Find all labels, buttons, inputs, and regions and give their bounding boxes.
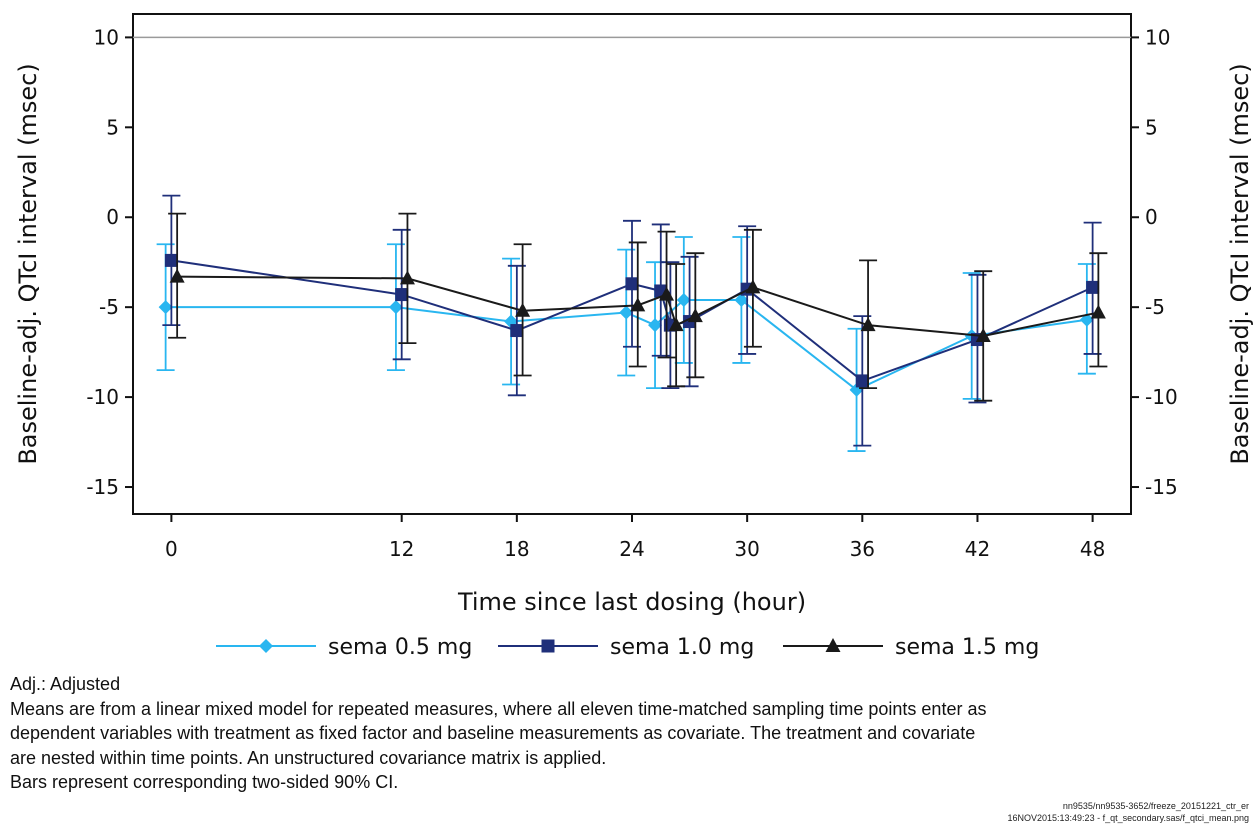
series-3	[168, 212, 1108, 402]
x-axis: 0 12 18 24 30 36 42 48	[165, 514, 1105, 561]
legend-marker	[541, 639, 555, 653]
y-tick-label-right: 5	[1145, 115, 1158, 139]
y-tick-label-right: 10	[1145, 25, 1170, 49]
x-tick-label: 0	[165, 537, 178, 561]
data-point	[659, 286, 675, 301]
legend-label: sema 0.5 mg	[328, 635, 472, 660]
data-point	[395, 288, 409, 302]
y-tick-label-right: -10	[1145, 385, 1178, 409]
data-point	[164, 253, 178, 267]
legend-item-2: sema 1.0 mg	[498, 635, 754, 660]
data-point	[169, 268, 185, 283]
data-point	[510, 324, 524, 338]
y-tick-label-left: 10	[94, 25, 119, 49]
footer-timestamp: 16NOV2015:13:49:23 - f_qt_secondary.sas/…	[1007, 813, 1250, 823]
x-tick-label: 24	[619, 537, 644, 561]
x-tick-label: 42	[965, 537, 990, 561]
data-point	[399, 270, 415, 285]
data-point	[515, 302, 531, 317]
y-tick-label-right: 0	[1145, 205, 1158, 229]
legend-marker	[259, 639, 273, 653]
data-point	[687, 308, 703, 323]
legend-item-1: sema 0.5 mg	[216, 635, 472, 660]
data-point	[975, 327, 991, 342]
qtci-chart: 10 5 0 -5 -10 -15 10 5 0 -5 -10 -15 0 12 18 24 30 36 42 4…	[14, 13, 1254, 660]
footer-path: nn9535/nn9535-3652/freeze_20151221_ctr_e…	[1062, 801, 1249, 811]
data-point	[630, 297, 646, 312]
y-axis-label-left: Baseline-adj. QTcI interval (msec)	[14, 63, 42, 464]
note-line-1: Means are from a linear mixed model for …	[10, 698, 987, 719]
legend: sema 0.5 mg sema 1.0 mg sema 1.5 mg	[216, 635, 1039, 660]
y-tick-label-left: -15	[86, 475, 119, 499]
y-axis-left: 10 5 0 -5 -10 -15	[86, 25, 133, 499]
x-tick-label: 36	[850, 537, 875, 561]
legend-item-3: sema 1.5 mg	[783, 635, 1039, 660]
legend-label: sema 1.0 mg	[610, 635, 754, 660]
y-tick-label-left: -10	[86, 385, 119, 409]
legend-marker	[825, 638, 841, 652]
data-point	[158, 300, 173, 315]
note-line-3: are nested within time points. An unstru…	[10, 747, 607, 768]
x-axis-label: Time since last dosing (hour)	[457, 588, 806, 616]
legend-label: sema 1.5 mg	[895, 635, 1039, 660]
x-tick-label: 48	[1080, 537, 1105, 561]
note-line-2: dependent variables with treatment as fi…	[10, 723, 976, 743]
y-tick-label-left: 5	[106, 115, 119, 139]
y-tick-label-right: -5	[1145, 295, 1165, 319]
y-tick-label-left: -5	[99, 295, 119, 319]
data-point	[648, 318, 663, 333]
data-point	[734, 292, 749, 307]
y-axis-right: 10 5 0 -5 -10 -15	[1131, 25, 1178, 499]
footnotes: Adj.: Adjusted Means are from a linear m…	[10, 672, 1230, 795]
data-point	[860, 317, 876, 332]
note-abbreviation: Adj.: Adjusted	[10, 674, 121, 694]
data-point	[855, 374, 869, 388]
x-tick-label: 30	[734, 537, 759, 561]
data-point	[1090, 304, 1106, 319]
y-axis-label-right: Baseline-adj. QTcI interval (msec)	[1226, 63, 1254, 464]
series-1	[156, 236, 1096, 452]
note-line-4: Bars represent corresponding two-sided 9…	[10, 772, 399, 792]
file-footer: nn9535/nn9535-3652/freeze_20151221_ctr_e…	[1008, 800, 1250, 824]
data-point	[625, 277, 639, 291]
data-point	[745, 279, 761, 294]
data-point	[388, 300, 403, 315]
x-tick-label: 18	[504, 537, 529, 561]
y-tick-label-right: -15	[1145, 475, 1178, 499]
y-tick-label-left: 0	[106, 205, 119, 229]
series-2	[162, 194, 1102, 447]
data-point	[1086, 280, 1100, 294]
x-tick-label: 12	[389, 537, 414, 561]
data-point	[619, 305, 634, 320]
data-point	[676, 292, 691, 307]
series-layer	[156, 194, 1108, 452]
data-point	[668, 317, 684, 332]
